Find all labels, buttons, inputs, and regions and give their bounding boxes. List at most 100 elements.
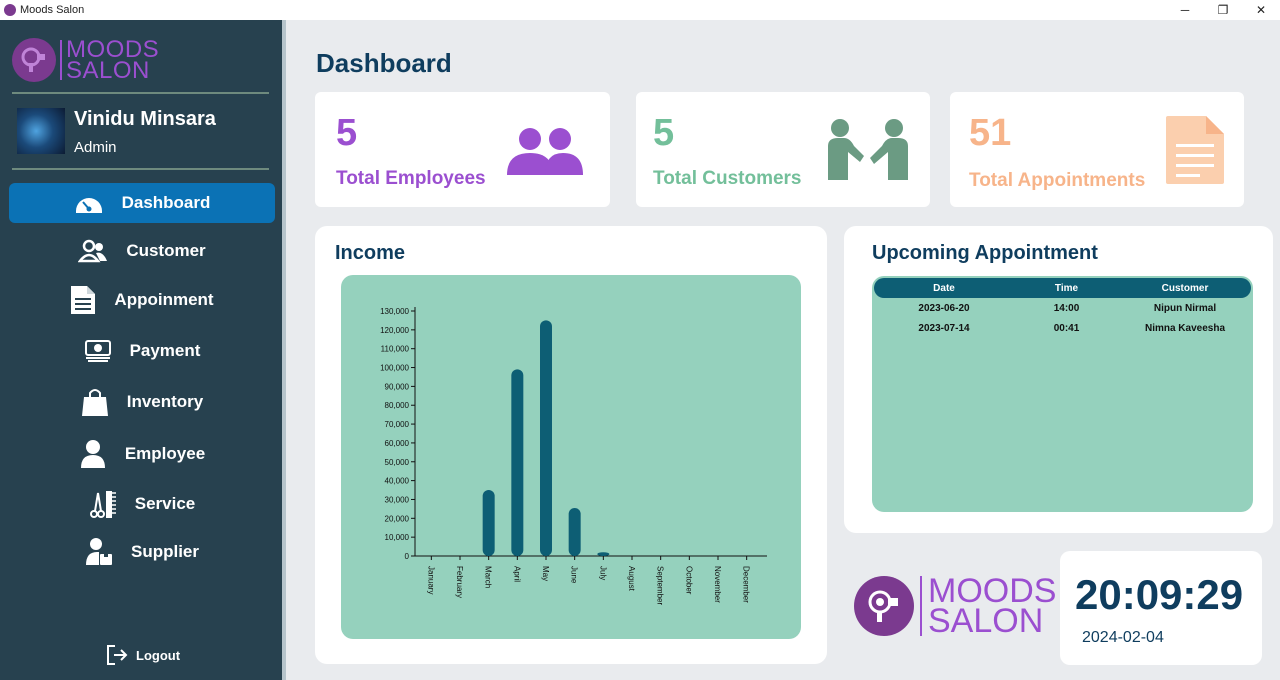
upcoming-title: Upcoming Appointment — [872, 242, 1098, 264]
nav-label: Customer — [126, 241, 206, 260]
x-tick-label: April — [512, 566, 521, 582]
stat-value: 5 — [653, 112, 675, 154]
page-title: Dashboard — [316, 48, 452, 78]
table-row[interactable]: 2023-06-20 14:00 Nipun Nirmal — [874, 298, 1251, 318]
brand-line1: MOODS — [66, 36, 160, 63]
group-icon — [505, 127, 585, 182]
clock-time: 20:09:29 — [1075, 571, 1244, 618]
nav-label: Employee — [124, 444, 206, 463]
app-logo-icon — [4, 4, 16, 16]
nav-employee[interactable]: Employee — [9, 434, 275, 474]
y-tick-label: 0 — [405, 552, 410, 561]
profile-name: Vinidu Minsara — [74, 108, 216, 130]
shopping-bag-icon — [81, 387, 109, 417]
supplier-icon — [85, 537, 113, 567]
stat-label: Total Employees — [336, 168, 486, 189]
nav-appointment[interactable]: Appoinment — [9, 280, 275, 320]
y-tick-label: 50,000 — [385, 458, 410, 467]
handshake-icon — [826, 118, 910, 187]
brand-logo: MOODS SALON — [12, 36, 160, 84]
nav-inventory[interactable]: Inventory — [9, 382, 275, 422]
x-tick-label: June — [570, 566, 579, 584]
stat-value: 5 — [336, 112, 358, 154]
income-chart-svg: 0 10,000 20,000 30,000 40,000 50,000 60,000 70,… — [380, 307, 767, 605]
brand-line2: SALON — [66, 57, 150, 84]
window-title: Moods Salon — [20, 4, 85, 16]
appointments-table: Date Time Customer 2023-06-20 14:00 Nipu… — [872, 276, 1253, 512]
logout-label: Logout — [136, 647, 181, 663]
x-tick-label: August — [627, 566, 636, 592]
clock-widget: 20:09:29 2024-02-04 — [1060, 551, 1262, 665]
user-profile: Vinidu Minsara Admin — [17, 108, 216, 156]
document-icon — [1164, 114, 1226, 191]
y-tick-label: 80,000 — [385, 401, 410, 410]
avatar — [17, 108, 65, 154]
y-tick-label: 100,000 — [380, 364, 409, 373]
stat-value: 51 — [969, 112, 1012, 154]
nav-label: Dashboard — [121, 193, 211, 212]
cell-customer: Nipun Nirmal — [1153, 302, 1217, 314]
stat-card-employees: 5 Total Employees — [315, 92, 610, 207]
nav-dashboard[interactable]: Dashboard — [9, 183, 275, 223]
bar — [511, 369, 524, 556]
y-tick-label: 70,000 — [385, 420, 410, 429]
divider — [12, 168, 269, 170]
maximize-button[interactable]: ❐ — [1217, 3, 1229, 17]
money-icon — [84, 339, 112, 363]
column-header-time[interactable]: Time — [1054, 282, 1079, 294]
y-tick-label: 120,000 — [380, 326, 409, 335]
x-tick-label: January — [426, 566, 435, 594]
nav-payment[interactable]: Payment — [9, 331, 275, 371]
bar — [482, 490, 495, 556]
nav-label: Payment — [129, 341, 201, 360]
bar — [568, 507, 581, 556]
y-tick-label: 130,000 — [380, 307, 409, 316]
x-tick-label: December — [742, 566, 751, 603]
bar — [597, 552, 610, 556]
nav-service[interactable]: Service — [9, 484, 275, 524]
bottom-brand-logo: MOODS SALON — [854, 572, 1057, 640]
column-header-customer[interactable]: Customer — [1161, 282, 1209, 294]
document-icon — [70, 285, 96, 315]
brand-line1: MOODS — [928, 572, 1057, 610]
y-tick-label: 90,000 — [385, 382, 410, 391]
x-tick-label: February — [455, 566, 464, 598]
cell-time: 00:41 — [1053, 322, 1080, 334]
minimize-button[interactable]: ─ — [1180, 3, 1190, 17]
users-icon — [78, 239, 108, 263]
x-tick-label: November — [713, 566, 722, 603]
y-tick-label: 60,000 — [385, 439, 410, 448]
profile-role: Admin — [74, 139, 117, 156]
table-row[interactable]: 2023-07-14 00:41 Nimna Kaveesha — [874, 318, 1251, 338]
column-header-date[interactable]: Date — [933, 282, 955, 294]
y-tick-label: 40,000 — [385, 477, 410, 486]
x-tick-label: September — [656, 566, 665, 605]
cell-date: 2023-06-20 — [918, 302, 970, 314]
window-titlebar: Moods Salon ─ ❐ ✕ — [0, 0, 1280, 20]
stat-card-appointments: 51 Total Appointments — [950, 92, 1244, 207]
brand-line2: SALON — [928, 602, 1044, 640]
logout-icon — [106, 644, 128, 666]
nav-customer[interactable]: Customer — [9, 231, 275, 271]
cell-time: 14:00 — [1053, 302, 1080, 314]
nav-label: Service — [134, 494, 196, 513]
y-tick-label: 110,000 — [381, 345, 410, 354]
clock-date: 2024-02-04 — [1082, 629, 1164, 646]
nav-label: Inventory — [126, 392, 204, 411]
nav-supplier[interactable]: Supplier — [9, 532, 275, 572]
stat-label: Total Customers — [653, 168, 802, 189]
y-tick-label: 20,000 — [385, 514, 410, 523]
x-tick-label: March — [484, 566, 493, 588]
person-icon — [79, 439, 107, 469]
close-button[interactable]: ✕ — [1255, 3, 1267, 17]
nav-label: Supplier — [130, 542, 199, 561]
scissors-comb-icon — [89, 489, 117, 519]
table-header: Date Time Customer — [874, 278, 1251, 298]
logout-button[interactable]: Logout — [106, 644, 180, 666]
y-tick-label: 30,000 — [385, 495, 410, 504]
cell-date: 2023-07-14 — [918, 322, 970, 334]
cell-customer: Nimna Kaveesha — [1144, 322, 1226, 334]
income-title: Income — [335, 242, 406, 264]
income-chart: 0 10,000 20,000 30,000 40,000 50,000 60,000 70,… — [341, 275, 801, 639]
nav-label: Appoinment — [114, 290, 214, 309]
